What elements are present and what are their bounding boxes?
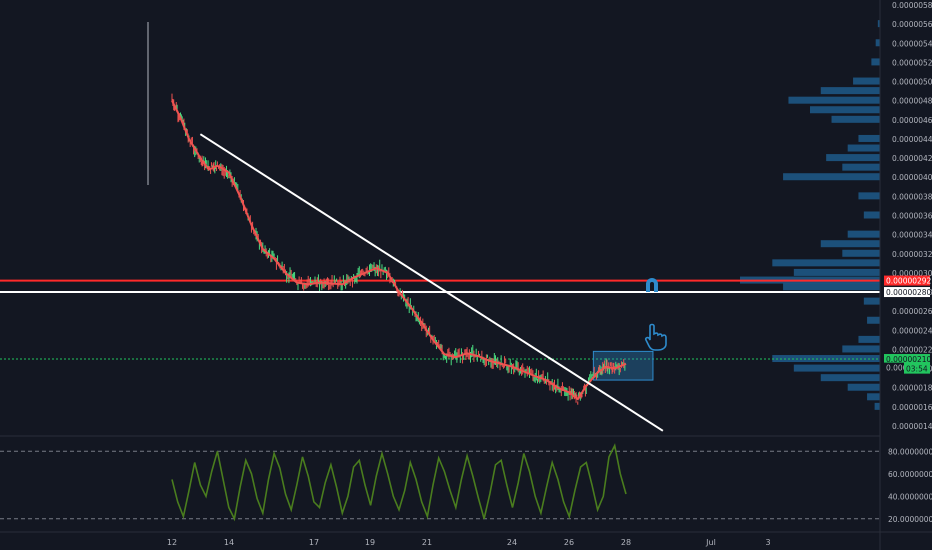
oscillator-tick-label: 80.00000000 bbox=[888, 447, 932, 456]
oscillator-line bbox=[171, 443, 627, 522]
magnet-icon[interactable] bbox=[646, 278, 658, 292]
volume-profile-bar bbox=[783, 173, 880, 181]
time-tick-label: 17 bbox=[309, 538, 319, 547]
price-badge-label: 0.00000292 bbox=[886, 277, 932, 286]
volume-profile-bar bbox=[858, 192, 880, 200]
volume-profile-bar bbox=[874, 402, 880, 410]
price-badge bbox=[884, 362, 904, 373]
pointing-hand-icon[interactable] bbox=[644, 323, 667, 351]
volume-profile-bar bbox=[820, 240, 880, 248]
volume-profile-bar bbox=[820, 374, 880, 382]
time-tick-label: 19 bbox=[365, 538, 375, 547]
price-badge bbox=[884, 287, 930, 298]
time-tick-label: 21 bbox=[422, 538, 432, 547]
volume-profile-bar bbox=[847, 144, 880, 152]
time-tick-label: 12 bbox=[167, 538, 177, 547]
volume-profile-bar bbox=[820, 87, 880, 95]
time-tick-label: 24 bbox=[507, 538, 517, 547]
volume-profile-bar bbox=[853, 77, 880, 85]
time-tick-label: 3 bbox=[765, 538, 770, 547]
volume-profile bbox=[740, 20, 880, 410]
volume-profile-bar bbox=[847, 383, 880, 391]
volume-profile-bar bbox=[875, 39, 880, 47]
price-badge-label: 0.00000210 bbox=[886, 355, 932, 364]
volume-profile-bar bbox=[847, 230, 880, 238]
time-axis[interactable]: 12 14 17 19 21 24 26 28 Jul 3 bbox=[167, 538, 771, 547]
volume-profile-bar bbox=[867, 316, 880, 324]
volume-profile-bar bbox=[877, 20, 880, 28]
volume-profile-bar bbox=[772, 259, 880, 267]
moving-average-line bbox=[171, 100, 627, 401]
time-tick-label: 14 bbox=[224, 538, 234, 547]
volume-profile-bar bbox=[867, 393, 880, 401]
volume-profile-bar bbox=[871, 58, 880, 66]
moving-average-layer bbox=[171, 100, 627, 401]
horizontal-lines bbox=[0, 279, 880, 360]
volume-profile-bar bbox=[842, 249, 880, 257]
volume-profile-bar bbox=[783, 283, 880, 291]
volume-profile-bar bbox=[863, 211, 880, 219]
time-tick-label: 28 bbox=[621, 538, 631, 547]
time-tick-label: Jul bbox=[705, 538, 716, 547]
volume-profile-bar bbox=[826, 154, 880, 162]
oscillator-tick-label: 20.00000000 bbox=[888, 515, 932, 524]
price-badge bbox=[884, 354, 930, 365]
time-tick-label: 26 bbox=[564, 538, 574, 547]
trendline-layer bbox=[199, 133, 664, 432]
volume-profile-bar bbox=[810, 106, 880, 114]
oscillator-axis: 80.00000000 60.00000000 40.00000000 20.0000… bbox=[888, 447, 932, 524]
trendline[interactable] bbox=[199, 133, 664, 432]
oscillator-series bbox=[171, 443, 627, 522]
volume-profile-bar bbox=[842, 163, 880, 171]
volume-profile-bar bbox=[858, 134, 880, 142]
volume-profile-bar bbox=[788, 96, 880, 104]
volume-profile-bar bbox=[793, 268, 880, 276]
volume-profile-bar bbox=[863, 297, 880, 305]
price-badge bbox=[904, 363, 930, 374]
price-badges: 0.000002920.000002800.000002100.00000201… bbox=[884, 275, 932, 374]
volume-profile-bar bbox=[842, 345, 880, 353]
volume-profile-bar bbox=[858, 335, 880, 343]
price-badge bbox=[884, 275, 930, 286]
volume-profile-bar bbox=[772, 355, 880, 363]
oscillator-tick-label: 60.00000000 bbox=[888, 470, 932, 479]
price-badge-label: 0.00000280 bbox=[886, 288, 932, 297]
volume-profile-bar bbox=[793, 364, 880, 372]
price-badge-label: 03:54 bbox=[906, 365, 928, 374]
oscillator-tick-label: 40.00000000 bbox=[888, 492, 932, 501]
volume-profile-bar bbox=[831, 115, 880, 123]
